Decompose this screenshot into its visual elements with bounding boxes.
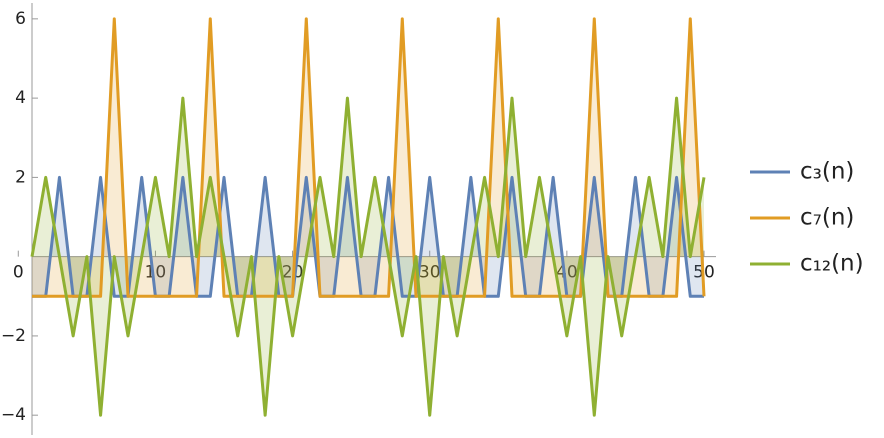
y-tick-label: 2: [15, 167, 26, 187]
x-tick-label: 0: [13, 263, 24, 283]
x-tick-label: 40: [556, 263, 578, 283]
y-tick-label: −2: [1, 326, 26, 346]
y-tick-label: 6: [15, 9, 26, 29]
legend-label: c₃(n): [800, 159, 854, 185]
legend-label: c₁₂(n): [800, 251, 864, 277]
area-fill: [32, 98, 704, 416]
series-line: [32, 17, 706, 298]
y-tick-label: 4: [15, 88, 26, 108]
legend-label: c₇(n): [800, 205, 854, 231]
x-tick-label: 10: [145, 263, 167, 283]
y-tick-label: −4: [1, 405, 26, 425]
x-tick-label: 30: [419, 263, 441, 283]
area-fill: [32, 177, 704, 297]
series-line: [30, 96, 706, 417]
